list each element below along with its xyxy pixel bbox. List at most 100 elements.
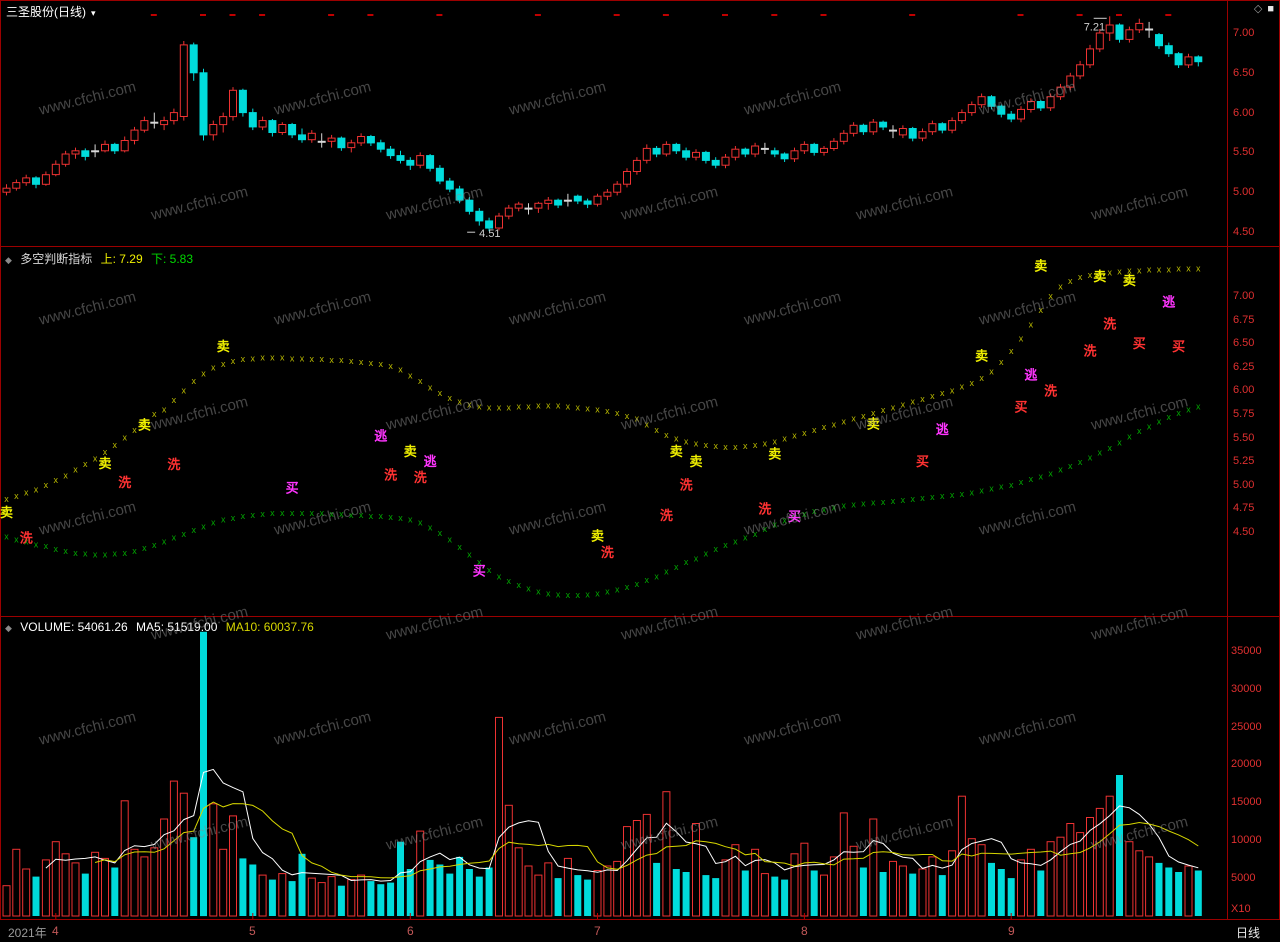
svg-text:x: x	[891, 402, 896, 412]
svg-text:x: x	[477, 557, 482, 567]
svg-text:x: x	[901, 400, 906, 410]
svg-text:x: x	[428, 522, 433, 532]
svg-text:x: x	[270, 508, 275, 518]
svg-text:x: x	[1068, 276, 1073, 286]
svg-text:x: x	[723, 540, 728, 550]
svg-text:x: x	[44, 480, 49, 490]
month-ticks	[55, 913, 1012, 919]
svg-text:x: x	[713, 441, 718, 451]
svg-text:x: x	[999, 482, 1004, 492]
svg-text:x: x	[280, 508, 285, 518]
svg-text:x: x	[93, 550, 98, 560]
svg-text:逃: 逃	[936, 422, 950, 437]
x-axis-month-label: 9	[1008, 924, 1015, 938]
top-signal-ticks	[150, 14, 1172, 16]
diamond-icon[interactable]: ◇	[1253, 3, 1263, 15]
svg-text:x: x	[1048, 291, 1053, 301]
svg-text:x: x	[871, 408, 876, 418]
svg-text:卖: 卖	[98, 456, 111, 471]
svg-text:x: x	[566, 401, 571, 411]
volume-panel-header: ◆ VOLUME: 54061.26 MA5: 51519.00 MA10: 6…	[5, 620, 319, 634]
svg-text:洗: 洗	[118, 475, 131, 490]
svg-text:x: x	[260, 509, 265, 519]
svg-text:x: x	[782, 434, 787, 444]
svg-text:x: x	[605, 587, 610, 597]
svg-text:x: x	[556, 401, 561, 411]
svg-text:x: x	[1107, 443, 1112, 453]
svg-text:x: x	[664, 430, 669, 440]
svg-text:x: x	[566, 590, 571, 600]
svg-text:x: x	[290, 353, 295, 363]
svg-text:x: x	[122, 433, 127, 443]
svg-text:x: x	[1196, 401, 1201, 411]
svg-text:x: x	[595, 404, 600, 414]
svg-text:买: 买	[1014, 399, 1027, 414]
svg-text:x: x	[1127, 266, 1132, 276]
svg-text:x: x	[1078, 457, 1083, 467]
svg-text:x: x	[989, 484, 994, 494]
svg-text:x: x	[989, 367, 994, 377]
svg-text:卖: 卖	[768, 447, 781, 462]
x-axis-month-label: 7	[594, 924, 601, 938]
svg-text:洗: 洗	[758, 501, 771, 516]
svg-text:x: x	[546, 588, 551, 598]
svg-text:卖: 卖	[217, 339, 230, 354]
svg-text:卖: 卖	[0, 505, 13, 520]
svg-text:x: x	[645, 419, 650, 429]
y-axis-label: 7.00	[1233, 27, 1255, 39]
svg-text:x: x	[763, 438, 768, 448]
svg-text:卖: 卖	[1093, 269, 1106, 284]
period-label[interactable]: 日线	[1236, 926, 1261, 940]
diamond-bullet-icon[interactable]: ◆	[5, 623, 12, 633]
svg-text:x: x	[63, 470, 68, 480]
svg-text:x: x	[24, 536, 29, 546]
svg-text:x: x	[822, 422, 827, 432]
svg-text:x: x	[1078, 272, 1083, 282]
svg-text:x: x	[704, 549, 709, 559]
svg-text:x: x	[329, 355, 334, 365]
svg-text:x: x	[940, 491, 945, 501]
svg-text:x: x	[1137, 266, 1142, 276]
svg-text:x: x	[251, 510, 256, 520]
svg-text:x: x	[546, 401, 551, 411]
svg-text:x: x	[585, 589, 590, 599]
volume-unit-label: X10	[1231, 903, 1251, 915]
svg-text:x: x	[1019, 477, 1024, 487]
window-box-icon[interactable]: ■	[1267, 3, 1274, 15]
svg-text:x: x	[73, 465, 78, 475]
svg-text:x: x	[113, 549, 118, 559]
svg-text:x: x	[191, 525, 196, 535]
svg-text:x: x	[1186, 404, 1191, 414]
x-axis-month-label: 4	[52, 924, 59, 938]
svg-text:x: x	[418, 518, 423, 528]
chevron-down-icon[interactable]: ▾	[91, 8, 96, 18]
y-axis-label: 4.50	[1233, 226, 1255, 238]
svg-text:x: x	[832, 419, 837, 429]
y-axis-label: 5.50	[1233, 432, 1255, 444]
svg-text:x: x	[270, 352, 275, 362]
svg-text:x: x	[172, 533, 177, 543]
svg-text:x: x	[467, 400, 472, 410]
svg-text:x: x	[684, 557, 689, 567]
y-axis-label: 5.00	[1233, 186, 1255, 198]
svg-text:逃: 逃	[1024, 367, 1038, 382]
svg-text:x: x	[369, 358, 374, 368]
svg-text:x: x	[103, 550, 108, 560]
svg-text:卖: 卖	[689, 454, 702, 469]
svg-text:x: x	[979, 486, 984, 496]
svg-text:x: x	[4, 494, 9, 504]
svg-text:x: x	[221, 359, 226, 369]
svg-text:x: x	[901, 495, 906, 505]
svg-text:x: x	[782, 516, 787, 526]
svg-text:x: x	[379, 359, 384, 369]
y-axis-label: 35000	[1231, 645, 1262, 657]
y-axis-label: 7.00	[1233, 290, 1255, 302]
svg-text:x: x	[595, 588, 600, 598]
svg-text:x: x	[625, 411, 630, 421]
diamond-bullet-icon[interactable]: ◆	[5, 255, 12, 265]
svg-text:x: x	[1167, 265, 1172, 275]
svg-text:x: x	[93, 453, 98, 463]
svg-text:x: x	[615, 585, 620, 595]
svg-text:x: x	[24, 487, 29, 497]
